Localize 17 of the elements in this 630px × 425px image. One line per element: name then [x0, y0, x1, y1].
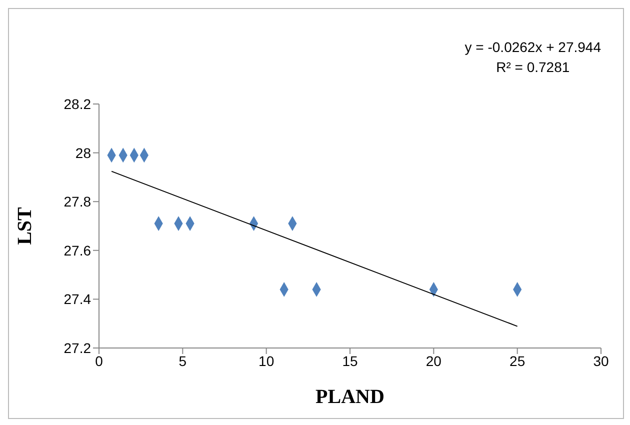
y-tick-label: 28.2 [64, 96, 92, 112]
y-tick-label: 27.4 [64, 291, 92, 308]
text: R² = 0.7281 [495, 58, 571, 77]
y-tick-label: 27.2 [64, 340, 92, 356]
x-tick-label: 20 [426, 352, 442, 369]
y-tick-label: 27.6 [64, 242, 92, 258]
x-tick-label: 10 [258, 352, 274, 369]
text: y = -0.0262x + 27.944 [464, 38, 601, 57]
x-axis-title: PLAND [316, 386, 384, 408]
y-axis-title: LST [14, 206, 36, 245]
x-tick-label: 5 [178, 352, 187, 369]
y-tick-label: 27.8 [64, 194, 92, 210]
x-tick-label: 30 [593, 352, 609, 369]
x-tick-label: 15 [342, 352, 358, 369]
y-tick-label: 28 [75, 144, 92, 161]
x-tick-label: 0 [95, 352, 104, 369]
x-tick-label: 25 [510, 352, 526, 369]
